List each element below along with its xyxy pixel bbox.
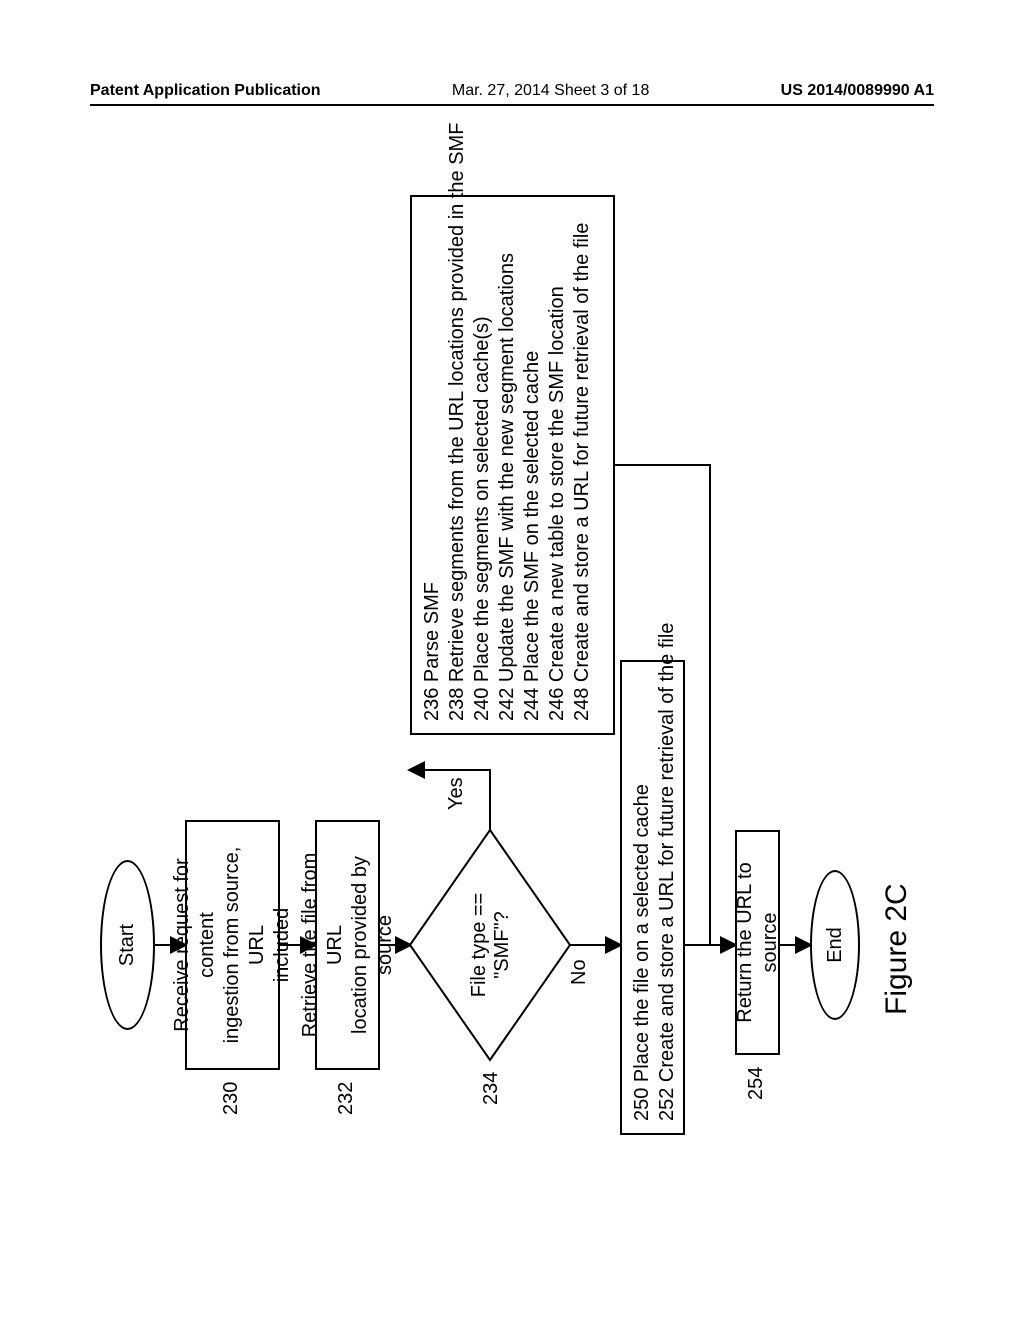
ref-230: 230 <box>220 1082 243 1115</box>
step-line: 236 Parse SMF <box>420 582 445 721</box>
step-line: 252 Create and store a URL for future re… <box>655 623 680 1121</box>
end-node: End <box>810 870 860 1020</box>
node-254: Return the URL to source <box>735 830 780 1055</box>
node-no-steps: 250 Place the file on a selected cache25… <box>620 660 685 1135</box>
step-line: 244 Place the SMF on the selected cache <box>520 351 545 721</box>
node-254-label: Return the URL to source <box>733 842 783 1043</box>
node-230-label: Receive request for contentingestion fro… <box>170 832 295 1058</box>
node-yes-steps: 236 Parse SMF238 Retrieve segments from … <box>410 195 615 735</box>
node-232-label: Retrieve the file from URLlocation provi… <box>298 832 398 1058</box>
header-right: US 2014/0089990 A1 <box>781 82 934 100</box>
header-left: Patent Application Publication <box>90 82 321 100</box>
header-middle: Mar. 27, 2014 Sheet 3 of 18 <box>452 82 649 100</box>
page-header: Patent Application Publication Mar. 27, … <box>90 82 934 106</box>
branch-yes: Yes <box>445 777 468 810</box>
ref-234: 234 <box>480 1072 503 1105</box>
step-line: 250 Place the file on a selected cache <box>630 784 655 1121</box>
step-line: 246 Create a new table to store the SMF … <box>545 286 570 721</box>
ref-232: 232 <box>335 1082 358 1115</box>
figure-label: Figure 2C <box>880 883 914 1015</box>
ref-254: 254 <box>745 1067 768 1100</box>
step-line: 242 Update the SMF with the new segment … <box>495 253 520 721</box>
step-line: 240 Place the segments on selected cache… <box>470 316 495 721</box>
start-label: Start <box>115 924 140 966</box>
node-234-label: File type =="SMF"? <box>468 845 514 1045</box>
branch-no: No <box>568 959 591 985</box>
step-line: 238 Retrieve segments from the URL locat… <box>445 123 470 721</box>
flowchart-container: Start 230 Receive request for contenting… <box>90 180 934 1230</box>
node-230: Receive request for contentingestion fro… <box>185 820 280 1070</box>
flowchart: Start 230 Receive request for contenting… <box>90 180 934 1230</box>
step-line: 248 Create and store a URL for future re… <box>570 223 595 721</box>
node-232: Retrieve the file from URLlocation provi… <box>315 820 380 1070</box>
start-node: Start <box>100 860 155 1030</box>
end-label: End <box>823 927 848 963</box>
